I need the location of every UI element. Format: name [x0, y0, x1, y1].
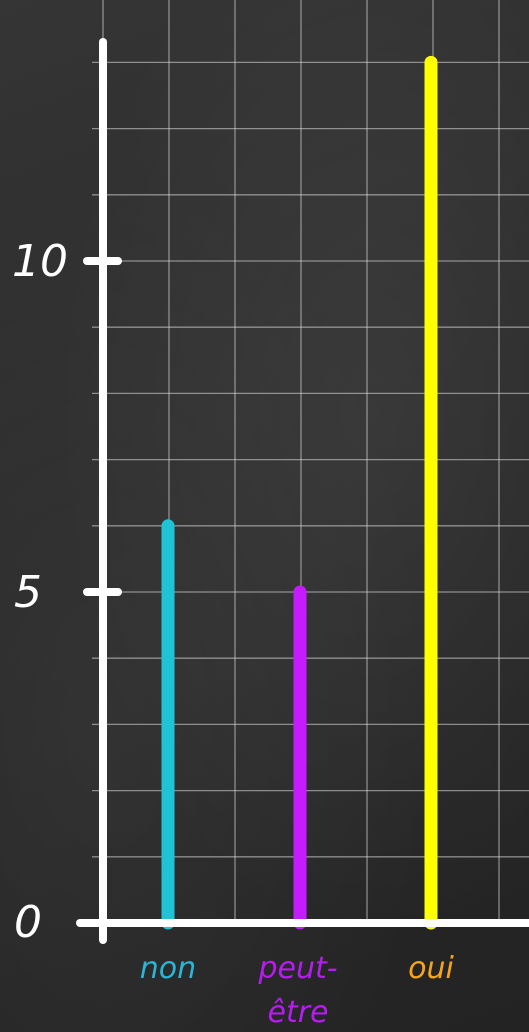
- x-category-label: oui: [408, 951, 454, 986]
- x-category-label: peut-: [257, 951, 337, 986]
- x-category-label: non: [140, 951, 196, 986]
- y-ticks: 0 5 10: [12, 236, 122, 948]
- x-category-label: être: [267, 995, 328, 1030]
- x-labels: non peut-être oui: [140, 951, 455, 1030]
- y-tick-label: 10: [12, 236, 68, 287]
- y-tick-label: 0: [14, 897, 42, 948]
- y-tick-label: 5: [14, 567, 42, 618]
- grid: [92, 0, 529, 923]
- bars: [161, 55, 438, 930]
- axes: [76, 38, 529, 944]
